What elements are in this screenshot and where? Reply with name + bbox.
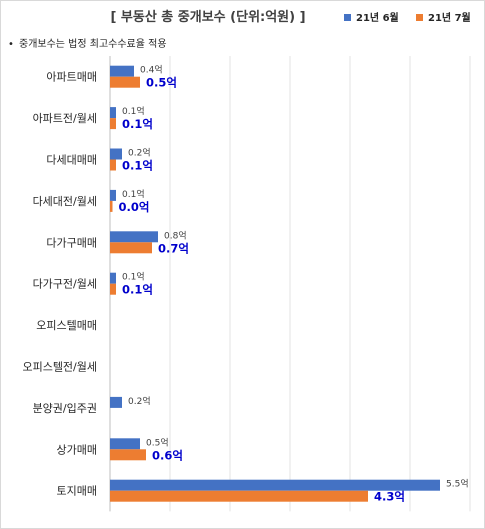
data-label-series-2: 0.1억 <box>122 117 153 131</box>
note-bullet: • <box>8 39 14 50</box>
data-label-series-2: 0.1억 <box>122 283 153 297</box>
bar-series-1 <box>110 189 116 201</box>
note-text: 중개보수는 법정 최고수수료율 적용 <box>19 38 167 50</box>
bar-series-1 <box>110 107 116 119</box>
data-label-series-1: 0.2억 <box>128 395 151 407</box>
data-label-series-2: 0.0억 <box>119 200 150 214</box>
legend-marker-series-1 <box>344 14 351 21</box>
category-label: 상가매매 <box>57 443 97 456</box>
category-label: 토지매매 <box>57 485 97 498</box>
data-label-series-1: 0.5억 <box>146 436 169 448</box>
data-label-series-2: 4.3억 <box>374 490 405 504</box>
category-label: 다세대매매 <box>46 154 97 167</box>
category-label: 오피스텔매매 <box>36 319 97 332</box>
data-label-series-2: 0.6억 <box>152 448 183 462</box>
category-label: 다세대전/월세 <box>33 195 97 208</box>
legend-label-series-2: 21년 7월 <box>428 11 471 24</box>
bar-series-1 <box>110 65 134 77</box>
bar-series-1 <box>110 438 140 450</box>
bar-series-2 <box>110 200 113 212</box>
category-label: 다가구매매 <box>46 236 97 249</box>
category-label: 다가구전/월세 <box>33 278 97 291</box>
bar-series-2 <box>110 159 116 171</box>
bar-series-2 <box>110 490 368 502</box>
data-label-series-1: 0.2억 <box>128 147 151 159</box>
chart-legend: 21년 6월 21년 7월 <box>344 11 471 24</box>
bar-series-1 <box>110 272 116 284</box>
category-label: 분양권/입주권 <box>33 402 97 415</box>
bar-series-1 <box>110 231 158 243</box>
category-label: 아파트전/월세 <box>33 112 97 125</box>
chart-note: • 중개보수는 법정 최고수수료율 적용 <box>8 38 167 50</box>
chart-title: [ 부동산 총 중개보수 (단위:억원) ] <box>110 9 305 25</box>
bar-series-2 <box>110 283 116 295</box>
category-label: 오피스텔전/월세 <box>22 361 97 374</box>
bar-series-2 <box>110 242 152 254</box>
bar-series-1 <box>110 148 122 160</box>
data-label-series-1: 0.4억 <box>140 64 163 76</box>
data-label-series-1: 0.1억 <box>122 105 145 117</box>
bar-series-2 <box>110 449 146 461</box>
data-label-series-1: 5.5억 <box>446 478 469 490</box>
legend-label-series-1: 21년 6월 <box>356 11 399 24</box>
bar-series-1 <box>110 479 440 491</box>
data-label-series-1: 0.1억 <box>122 188 145 200</box>
bar-series-1 <box>110 396 122 408</box>
data-label-series-2: 0.1억 <box>122 159 153 173</box>
bar-series-2 <box>110 118 116 130</box>
data-label-series-1: 0.1억 <box>122 271 145 283</box>
data-label-series-2: 0.7억 <box>158 241 189 255</box>
bar-series-2 <box>110 76 140 88</box>
legend-marker-series-2 <box>416 14 423 21</box>
data-label-series-1: 0.8억 <box>164 229 187 241</box>
data-label-series-2: 0.5억 <box>146 76 177 90</box>
category-label: 아파트매매 <box>46 71 97 84</box>
